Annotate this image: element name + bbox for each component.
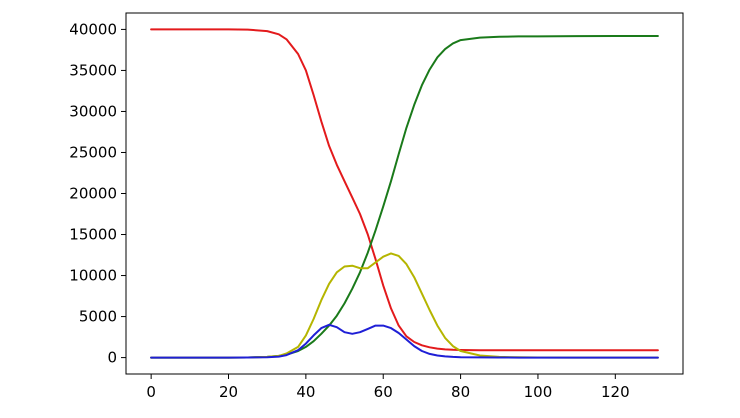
y-tick-label: 40000 (69, 20, 117, 38)
y-tick-label: 30000 (69, 102, 117, 120)
y-tick-label: 35000 (69, 61, 117, 79)
y-axis: 0 5000 10000 15000 20000 25000 30000 35000 40000 (69, 20, 126, 367)
x-tick-label: 40 (296, 383, 315, 401)
y-tick-label: 5000 (79, 308, 117, 326)
x-tick-label: 20 (219, 383, 238, 401)
x-tick-label: 80 (451, 383, 470, 401)
series-line-green (150, 35, 659, 359)
y-tick-label: 10000 (69, 267, 117, 285)
series-line-yellow (150, 252, 659, 359)
series-layer (150, 28, 659, 359)
x-tick-label: 0 (146, 383, 156, 401)
series-line-blue (150, 323, 659, 359)
x-tick-label: 60 (374, 383, 393, 401)
y-tick-label: 20000 (69, 185, 117, 203)
plot-area-frame (125, 12, 684, 375)
y-tick-label: 0 (107, 349, 117, 367)
y-tick-label: 25000 (69, 143, 117, 161)
series-line-red (150, 28, 659, 352)
x-tick-label: 100 (524, 383, 553, 401)
x-tick-label: 120 (601, 383, 630, 401)
x-axis: 0 20 40 60 80 100 120 (146, 374, 630, 401)
y-tick-label: 15000 (69, 226, 117, 244)
